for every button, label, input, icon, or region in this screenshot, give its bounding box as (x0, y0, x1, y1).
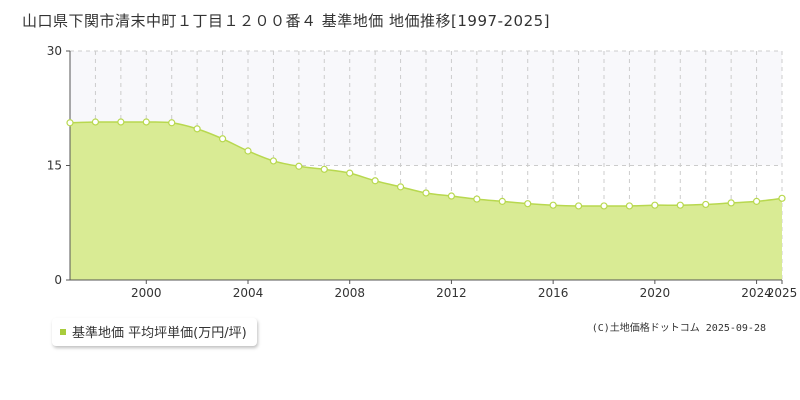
data-point (168, 119, 176, 127)
copyright-text: (C)土地価格ドットコム 2025-09-28 (591, 323, 766, 334)
series-area (70, 121, 782, 280)
data-point (142, 118, 150, 126)
data-point (524, 200, 532, 208)
y-tick-label: 15 (47, 159, 62, 173)
x-tick-label: 2012 (436, 286, 467, 300)
data-point (396, 183, 405, 191)
x-tick-label: 2008 (334, 286, 365, 300)
data-point (218, 135, 227, 143)
data-point (447, 192, 456, 200)
x-tick-label: 2000 (131, 286, 162, 300)
data-point (702, 200, 710, 209)
data-point (549, 201, 557, 209)
y-tick-label: 30 (47, 44, 62, 58)
data-point (91, 118, 100, 126)
data-point (727, 199, 735, 207)
data-point (498, 197, 506, 205)
data-point (625, 202, 634, 210)
data-point (66, 119, 74, 127)
data-point (346, 169, 354, 177)
data-point (778, 194, 786, 202)
legend-swatch-icon (60, 328, 66, 335)
data-point (295, 162, 303, 170)
data-point (320, 165, 328, 173)
x-tick-label: 2016 (538, 286, 569, 300)
data-point (269, 157, 278, 165)
data-point (193, 125, 201, 133)
x-tick-label: 2025 (767, 286, 798, 300)
legend: 基準地価 平均坪単価(万円/坪) (52, 318, 257, 346)
data-point (117, 118, 125, 126)
x-tick-label: 2024 (741, 286, 772, 300)
data-point (244, 147, 252, 155)
y-tick-label: 0 (54, 273, 62, 287)
x-tick-label: 2004 (233, 286, 264, 300)
data-point (676, 201, 684, 209)
data-point (574, 202, 583, 210)
chart-title: 山口県下関市清末中町１丁目１２００番４ 基準地価 地価推移[1997-2025] (22, 12, 551, 30)
data-point (752, 197, 761, 205)
data-point (422, 189, 430, 197)
data-point (651, 201, 659, 209)
data-point (473, 195, 481, 203)
x-tick-label: 2020 (640, 286, 671, 300)
data-point (600, 202, 608, 210)
data-point (371, 177, 379, 185)
legend-label: 基準地価 平均坪単価(万円/坪) (72, 326, 247, 341)
